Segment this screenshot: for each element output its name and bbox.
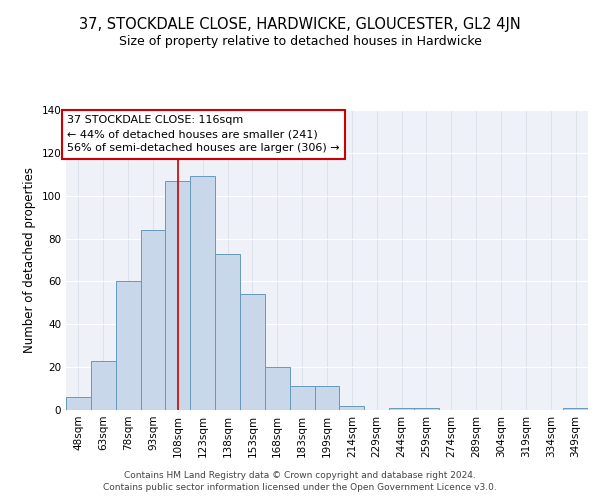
Bar bbox=[563, 408, 588, 410]
Bar bbox=[215, 254, 240, 410]
Bar bbox=[389, 408, 414, 410]
Bar bbox=[66, 397, 91, 410]
Bar bbox=[290, 386, 314, 410]
Text: Size of property relative to detached houses in Hardwicke: Size of property relative to detached ho… bbox=[119, 35, 481, 48]
Y-axis label: Number of detached properties: Number of detached properties bbox=[23, 167, 36, 353]
Bar bbox=[116, 282, 140, 410]
Text: Contains HM Land Registry data © Crown copyright and database right 2024.
Contai: Contains HM Land Registry data © Crown c… bbox=[103, 471, 497, 492]
Bar bbox=[166, 180, 190, 410]
Bar bbox=[340, 406, 364, 410]
Bar bbox=[314, 386, 340, 410]
Text: 37 STOCKDALE CLOSE: 116sqm
← 44% of detached houses are smaller (241)
56% of sem: 37 STOCKDALE CLOSE: 116sqm ← 44% of deta… bbox=[67, 116, 340, 154]
Bar bbox=[240, 294, 265, 410]
Text: 37, STOCKDALE CLOSE, HARDWICKE, GLOUCESTER, GL2 4JN: 37, STOCKDALE CLOSE, HARDWICKE, GLOUCEST… bbox=[79, 18, 521, 32]
Bar bbox=[91, 360, 116, 410]
Bar bbox=[190, 176, 215, 410]
Bar bbox=[265, 367, 290, 410]
Bar bbox=[140, 230, 166, 410]
Bar bbox=[414, 408, 439, 410]
